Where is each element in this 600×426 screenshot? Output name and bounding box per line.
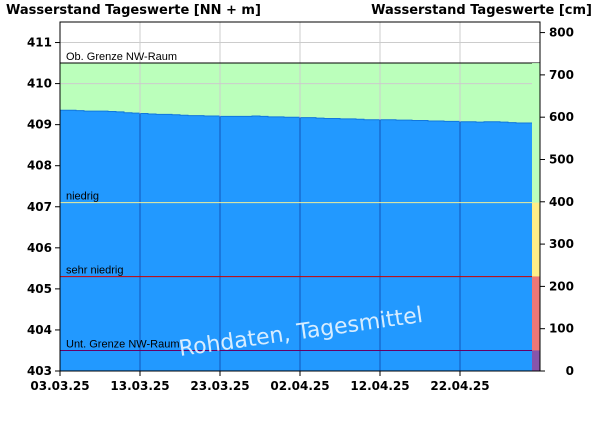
y-left-tick-label: 407	[27, 200, 52, 214]
y-left-tick-label: 410	[27, 77, 52, 91]
vertical-grid-layer	[139, 22, 461, 371]
y-right-tick-label: 0	[566, 364, 574, 378]
axes-layer: 03.03.25 13.03.25 23.03.25 02.04.25 12.04.25…	[27, 26, 574, 393]
y-right-tick-label: 500	[549, 152, 574, 166]
threshold-label: niedrig	[66, 191, 99, 203]
y-left-tick-label: 408	[27, 159, 52, 173]
right-axis-title: Wasserstand Tageswerte [cm]	[371, 3, 592, 18]
y-left-tick-label: 405	[27, 282, 52, 296]
water-level-line	[59, 109, 532, 371]
y-left-tick-label: 403	[27, 364, 52, 378]
x-tick-label: 22.04.25	[430, 379, 489, 393]
area-layer	[59, 109, 532, 371]
x-tick-label: 12.04.25	[350, 379, 409, 393]
x-tick-label: 03.03.25	[30, 379, 89, 393]
y-right-tick-label: 600	[549, 110, 574, 124]
y-right-tick-label: 100	[549, 322, 574, 336]
band-below-limit	[532, 350, 540, 371]
left-axis-title: Wasserstand Tageswerte [NN + m]	[6, 3, 261, 18]
threshold-layer: Ob. Grenze NW-Raum niedrig sehr niedrig Unt…	[60, 51, 540, 351]
y-left-tick-label: 409	[27, 118, 52, 132]
x-tick-label: 02.04.25	[270, 379, 329, 393]
threshold-label: Ob. Grenze NW-Raum	[66, 51, 177, 63]
y-left-tick-label: 404	[27, 323, 52, 337]
threshold-label: Unt. Grenze NW-Raum	[66, 338, 180, 350]
band-low	[532, 202, 540, 277]
y-right-tick-label: 200	[549, 279, 574, 293]
threshold-label: sehr niedrig	[66, 265, 123, 277]
band-very-low	[532, 276, 540, 351]
y-right-tick-label: 400	[549, 195, 574, 209]
band-normal	[532, 63, 540, 203]
y-right-tick-label: 800	[549, 26, 574, 40]
right-color-band	[532, 63, 540, 371]
y-left-tick-label: 406	[27, 241, 52, 255]
y-right-tick-label: 700	[549, 68, 574, 82]
x-tick-label: 23.03.25	[190, 379, 249, 393]
y-left-tick-label: 411	[27, 36, 52, 50]
x-tick-label: 13.03.25	[110, 379, 169, 393]
water-level-area	[60, 110, 532, 371]
y-right-tick-label: 300	[549, 237, 574, 251]
